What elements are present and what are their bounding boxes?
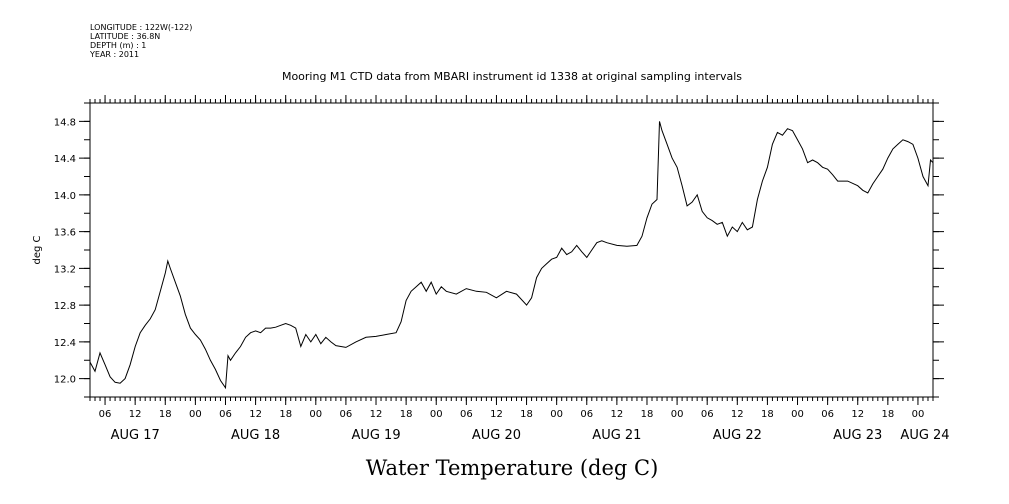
y-tick-label: 14.4	[54, 154, 76, 165]
x-tick-label: 18	[279, 409, 292, 420]
chart-title: Mooring M1 CTD data from MBARI instrumen…	[282, 70, 742, 83]
y-tick-label: 12.8	[54, 301, 76, 312]
x-day-label: AUG 22	[713, 428, 762, 443]
x-day-label: AUG 21	[592, 428, 641, 443]
x-tick-label: 06	[99, 409, 112, 420]
x-tick-label: 18	[761, 409, 774, 420]
y-tick-label: 14.0	[54, 191, 76, 202]
temperature-series-line	[89, 121, 934, 390]
x-tick-label: 06	[219, 409, 232, 420]
x-day-label: AUG 20	[472, 428, 521, 443]
y-tick-label: 14.8	[54, 117, 76, 128]
x-tick-label: 12	[611, 409, 624, 420]
x-tick-label: 00	[189, 409, 202, 420]
x-tick-label: 18	[400, 409, 413, 420]
x-tick-label: 06	[460, 409, 473, 420]
x-tick-label: 00	[309, 409, 322, 420]
meta-year: YEAR : 2011	[89, 50, 139, 59]
axis-ticks	[79, 95, 944, 405]
x-day-label: AUG 23	[833, 428, 882, 443]
x-day-label: AUG 17	[111, 428, 160, 443]
metadata-block: LONGITUDE : 122W(-122) LATITUDE : 36.8N …	[89, 23, 192, 59]
x-tick-label: 06	[340, 409, 353, 420]
x-tick-label: 12	[490, 409, 503, 420]
y-axis-label: deg C	[32, 235, 43, 264]
x-tick-label: 12	[370, 409, 383, 420]
x-tick-label: 18	[159, 409, 172, 420]
x-tick-label: 00	[791, 409, 804, 420]
plot-frame	[89, 102, 934, 398]
x-tick-label: 18	[641, 409, 654, 420]
meta-depth: DEPTH (m) : 1	[90, 41, 146, 50]
x-tick-label: 06	[821, 409, 834, 420]
meta-latitude: LATITUDE : 36.8N	[90, 32, 160, 41]
x-tick-label: 18	[881, 409, 894, 420]
x-tick-label: 00	[671, 409, 684, 420]
meta-longitude: LONGITUDE : 122W(-122)	[90, 23, 192, 32]
x-tick-label: 12	[249, 409, 262, 420]
x-tick-label: 12	[731, 409, 744, 420]
y-tick-label: 13.6	[54, 228, 76, 239]
x-tick-label: 00	[912, 409, 925, 420]
x-day-label: AUG 24	[900, 428, 949, 443]
y-tick-label: 13.2	[54, 264, 76, 275]
x-tick-label: 18	[520, 409, 533, 420]
y-tick-label: 12.4	[54, 338, 76, 349]
x-axis-caption: Water Temperature (deg C)	[366, 456, 659, 480]
y-tick-label: 12.0	[54, 375, 76, 386]
axis-labels: 06 12 18 00 06 12 18 00 06 12 18 00 06 12 18 00 06 12 18 00…	[54, 117, 950, 443]
x-day-label: AUG 19	[351, 428, 400, 443]
x-tick-label: 12	[129, 409, 142, 420]
x-tick-label: 00	[550, 409, 563, 420]
x-tick-label: 00	[430, 409, 443, 420]
x-day-label: AUG 18	[231, 428, 280, 443]
x-tick-label: 06	[701, 409, 714, 420]
x-tick-label: 06	[580, 409, 593, 420]
x-tick-label: 12	[851, 409, 864, 420]
